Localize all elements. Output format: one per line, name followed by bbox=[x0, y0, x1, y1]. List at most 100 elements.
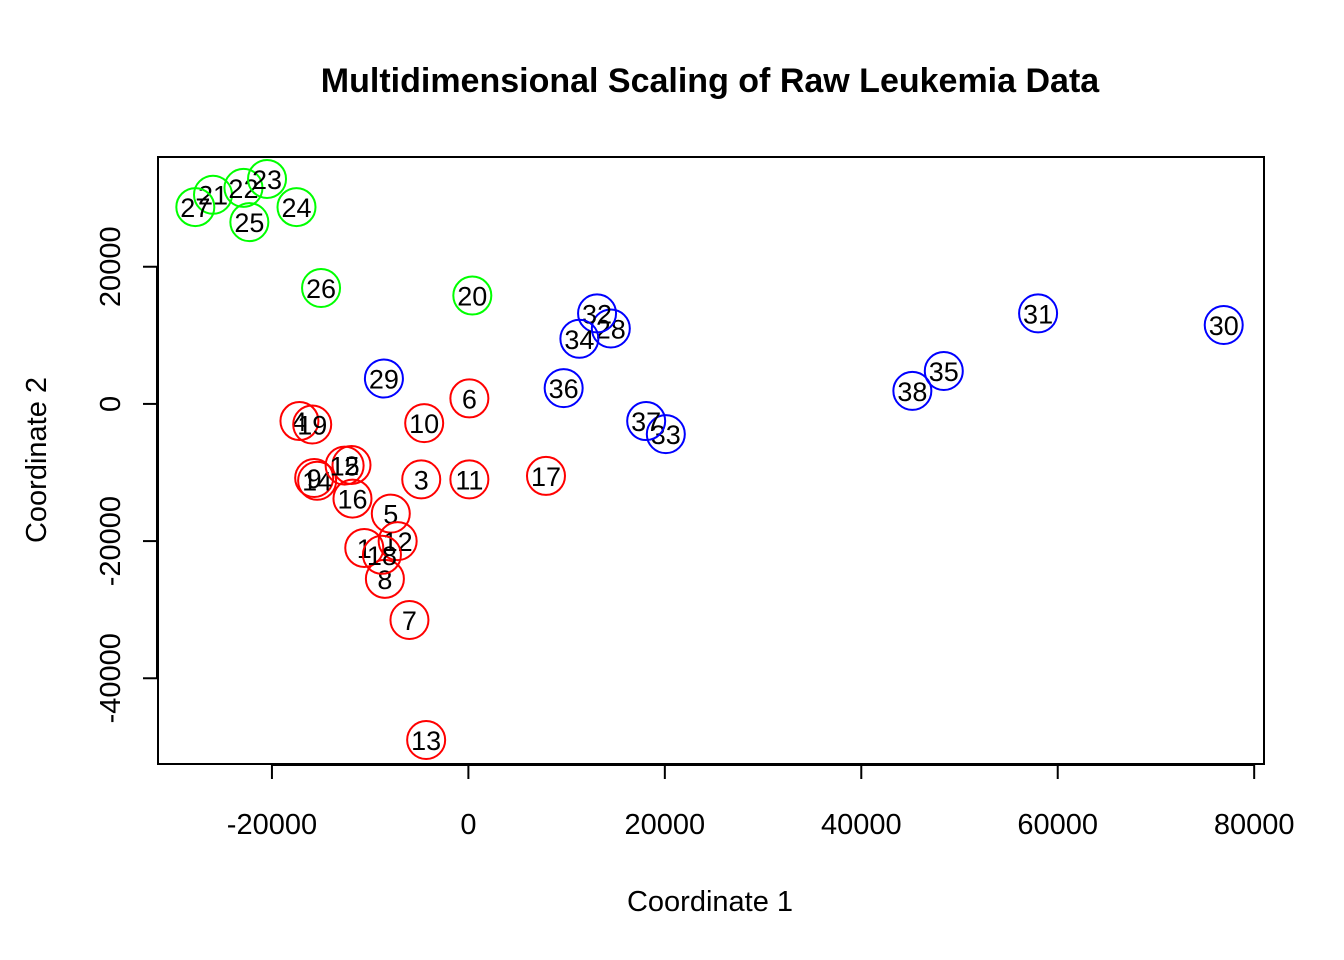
point-label: 3 bbox=[414, 465, 429, 495]
data-point: 31 bbox=[1018, 293, 1059, 334]
point-marker bbox=[370, 493, 411, 534]
data-point: 18 bbox=[361, 534, 402, 575]
x-tick-label: 0 bbox=[460, 809, 476, 841]
point-label: 25 bbox=[234, 208, 264, 238]
point-label: 27 bbox=[180, 193, 210, 223]
point-marker bbox=[229, 202, 270, 243]
point-label: 29 bbox=[369, 365, 399, 395]
point-label: 13 bbox=[411, 726, 441, 756]
point-marker bbox=[247, 158, 288, 199]
data-point: 20 bbox=[452, 275, 493, 316]
point-label: 15 bbox=[330, 452, 360, 482]
point-marker bbox=[223, 167, 264, 208]
y-tick-label: 20000 bbox=[95, 226, 127, 307]
point-marker bbox=[1203, 305, 1244, 346]
point-marker bbox=[301, 268, 342, 309]
data-point: 6 bbox=[449, 378, 490, 419]
point-marker bbox=[332, 478, 373, 519]
point-label: 11 bbox=[455, 465, 483, 495]
data-point: 3 bbox=[401, 459, 442, 500]
data-point: 11 bbox=[449, 459, 490, 500]
data-point: 21 bbox=[193, 174, 234, 215]
data-point: 28 bbox=[590, 308, 631, 349]
data-point: 30 bbox=[1203, 305, 1244, 346]
x-tick-label: 80000 bbox=[1214, 809, 1295, 841]
data-point: 24 bbox=[276, 187, 317, 228]
x-axis-label: Coordinate 1 bbox=[627, 886, 793, 918]
point-marker bbox=[449, 459, 490, 500]
data-point: 37 bbox=[626, 401, 667, 442]
point-label: 5 bbox=[383, 500, 398, 530]
point-marker bbox=[276, 187, 317, 228]
point-marker bbox=[404, 403, 445, 444]
data-point: 13 bbox=[406, 719, 447, 760]
point-marker bbox=[279, 401, 320, 442]
point-marker bbox=[297, 460, 338, 501]
point-marker bbox=[923, 350, 964, 391]
point-marker bbox=[406, 719, 447, 760]
x-tick-label: 40000 bbox=[821, 809, 902, 841]
point-marker bbox=[363, 358, 404, 399]
point-label: 20 bbox=[457, 282, 487, 312]
data-point: 34 bbox=[559, 318, 600, 359]
point-label: 31 bbox=[1023, 299, 1053, 329]
point-label: 32 bbox=[582, 299, 612, 329]
data-point: 9 bbox=[294, 457, 335, 498]
point-marker bbox=[559, 318, 600, 359]
point-label: 28 bbox=[596, 314, 626, 344]
data-point: 19 bbox=[292, 404, 333, 445]
point-marker bbox=[892, 370, 933, 411]
point-label: 30 bbox=[1209, 311, 1239, 341]
point-label: 18 bbox=[367, 541, 397, 571]
data-point: 22 bbox=[223, 167, 264, 208]
point-marker bbox=[294, 457, 335, 498]
point-marker bbox=[292, 404, 333, 445]
x-tick-label: 60000 bbox=[1017, 809, 1098, 841]
point-label: 9 bbox=[307, 464, 322, 494]
y-axis-label: Coordinate 2 bbox=[21, 377, 53, 543]
point-marker bbox=[1018, 293, 1059, 334]
point-marker bbox=[590, 308, 631, 349]
y-axis: -40000 -20000 0 20000 bbox=[95, 226, 158, 723]
point-label: 6 bbox=[462, 384, 477, 414]
point-label: 16 bbox=[337, 485, 367, 515]
point-label: 2 bbox=[344, 451, 359, 481]
y-tick-label: -20000 bbox=[95, 496, 127, 586]
point-marker bbox=[525, 455, 566, 496]
point-marker bbox=[543, 368, 584, 409]
point-marker bbox=[449, 378, 490, 419]
data-point: 26 bbox=[301, 268, 342, 309]
point-label: 38 bbox=[897, 377, 927, 407]
point-marker bbox=[377, 521, 418, 562]
y-tick-label: 0 bbox=[95, 396, 127, 412]
point-label: 17 bbox=[531, 462, 561, 492]
point-marker bbox=[389, 599, 430, 640]
point-label: 37 bbox=[631, 407, 661, 437]
data-point: 35 bbox=[923, 350, 964, 391]
point-label: 14 bbox=[302, 467, 332, 497]
data-point: 32 bbox=[577, 293, 618, 334]
data-point: 10 bbox=[404, 403, 445, 444]
point-marker bbox=[645, 414, 686, 455]
data-point: 27 bbox=[175, 187, 216, 228]
point-label: 10 bbox=[409, 409, 439, 439]
point-label: 21 bbox=[198, 181, 228, 211]
data-point: 23 bbox=[247, 158, 288, 199]
point-label: 34 bbox=[564, 325, 594, 355]
data-point: 25 bbox=[229, 202, 270, 243]
point-label: 35 bbox=[929, 357, 959, 387]
point-label: 22 bbox=[228, 174, 258, 204]
x-tick-label: 20000 bbox=[625, 809, 706, 841]
point-marker bbox=[626, 401, 667, 442]
point-marker bbox=[452, 275, 493, 316]
point-marker bbox=[324, 445, 365, 486]
y-tick-label: -40000 bbox=[95, 633, 127, 723]
data-point: 38 bbox=[892, 370, 933, 411]
chart-title: Multidimensional Scaling of Raw Leukemia… bbox=[321, 62, 1100, 100]
data-point: 12 bbox=[377, 521, 418, 562]
point-label: 36 bbox=[549, 374, 579, 404]
data-point: 7 bbox=[389, 599, 430, 640]
data-point: 17 bbox=[525, 455, 566, 496]
